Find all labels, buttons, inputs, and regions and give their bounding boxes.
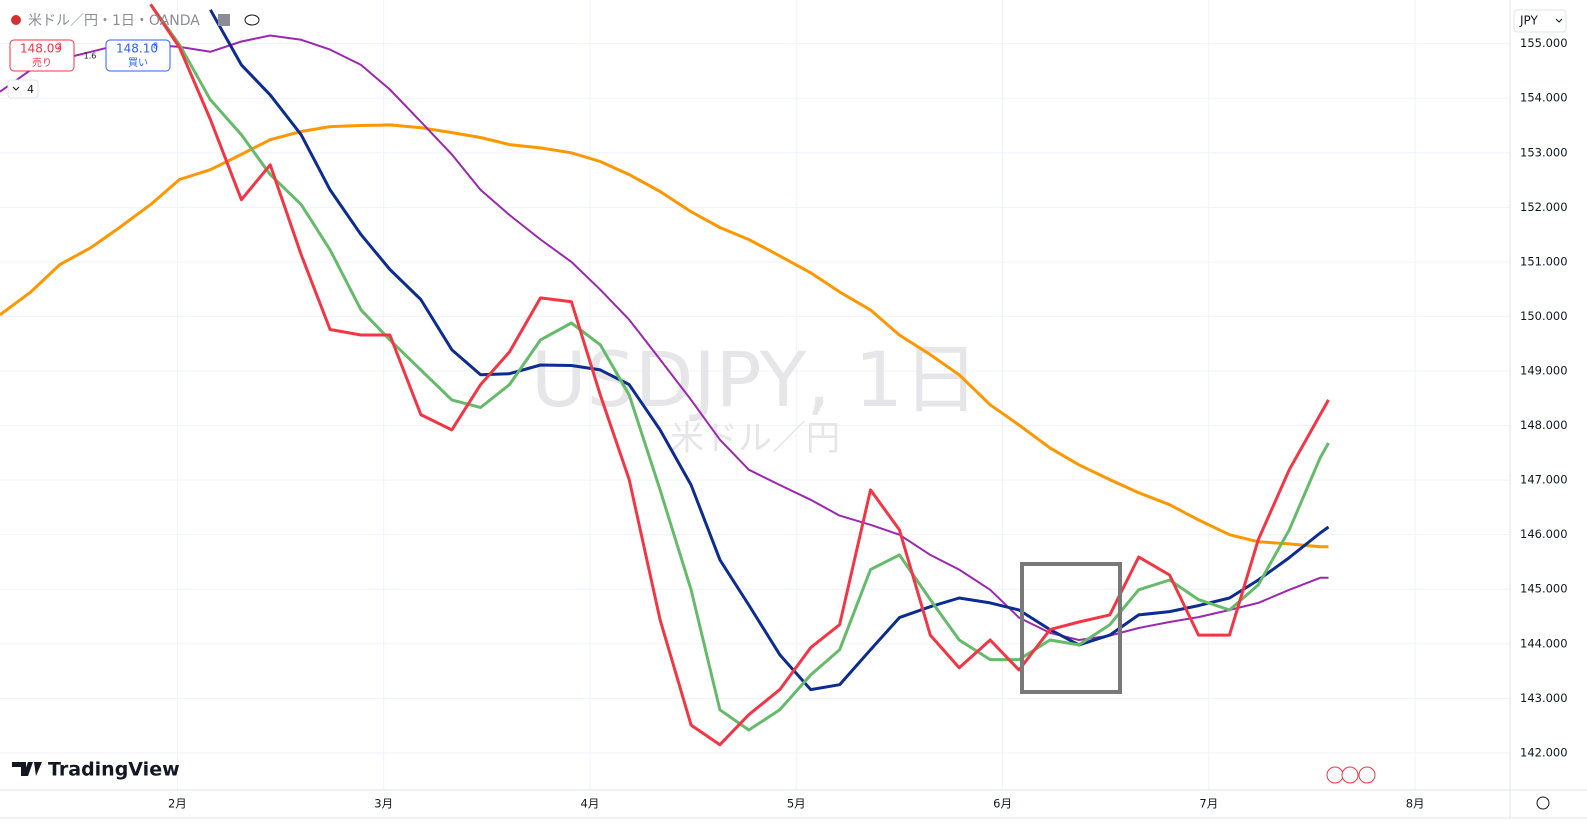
watermark-title: USDJPY, 1日 bbox=[531, 335, 979, 424]
series-line bbox=[0, 34, 1329, 641]
x-tick-label: 2月 bbox=[168, 797, 187, 811]
y-tick-label: 155.000 bbox=[1520, 36, 1568, 50]
watermark-subtitle: 米ドル／円 bbox=[670, 419, 840, 459]
sell-price: 148.09 bbox=[20, 42, 62, 56]
buy-price: 148.10 bbox=[116, 42, 158, 56]
y-tick-label: 150.000 bbox=[1520, 309, 1568, 323]
rectangle-drawing[interactable] bbox=[1020, 562, 1122, 694]
series-line bbox=[209, 9, 1330, 692]
y-tick-label: 154.000 bbox=[1520, 91, 1568, 105]
sell-label: 売り bbox=[32, 56, 52, 69]
sell-button[interactable]: 148.09 2 売り bbox=[9, 39, 75, 72]
visibility-icon[interactable] bbox=[244, 14, 260, 26]
y-tick-label: 149.000 bbox=[1520, 363, 1568, 377]
x-tick-label: 7月 bbox=[1199, 797, 1218, 811]
grid bbox=[0, 0, 1510, 790]
brand: TradingView bbox=[48, 759, 180, 781]
y-tick-label: 153.000 bbox=[1520, 145, 1568, 159]
x-tick-label: 8月 bbox=[1406, 797, 1425, 811]
buy-pip: 8 bbox=[153, 42, 158, 51]
series-line bbox=[149, 3, 1330, 732]
axes: 142.000 143.000 144.000 145.000 146.000 147.0… bbox=[168, 36, 1568, 810]
flag-icon bbox=[218, 14, 230, 26]
event-flags[interactable] bbox=[1326, 766, 1376, 784]
y-tick-label: 145.000 bbox=[1520, 582, 1568, 596]
y-tick-label: 144.000 bbox=[1520, 636, 1568, 650]
y-tick-label: 147.000 bbox=[1520, 473, 1568, 487]
y-tick-label: 152.000 bbox=[1520, 200, 1568, 214]
x-tick-label: 5月 bbox=[787, 797, 806, 811]
settings-icon[interactable] bbox=[1536, 796, 1550, 810]
brand-logo bbox=[12, 762, 42, 776]
x-tick-label: 4月 bbox=[581, 797, 600, 811]
y-tick-label: 143.000 bbox=[1520, 691, 1568, 705]
sell-pip: 2 bbox=[57, 42, 62, 51]
series-lines bbox=[0, 3, 1330, 747]
x-tick-label: 3月 bbox=[374, 797, 393, 811]
symbol-flag bbox=[11, 15, 21, 25]
x-tick-label: 6月 bbox=[993, 797, 1012, 811]
y-tick-label: 148.000 bbox=[1520, 418, 1568, 432]
currency-caret bbox=[1555, 18, 1563, 23]
y-tick-label: 151.000 bbox=[1520, 254, 1568, 268]
buy-button[interactable]: 148.10 8 買い bbox=[105, 39, 171, 72]
buy-label: 買い bbox=[128, 57, 148, 69]
series-line bbox=[149, 3, 1330, 747]
indicator-count: 4 bbox=[27, 83, 34, 96]
currency-button[interactable] bbox=[1513, 9, 1567, 33]
currency-label: JPY bbox=[1519, 14, 1539, 28]
indicator-toggle[interactable]: 4 bbox=[7, 79, 39, 99]
y-tick-label: 142.000 bbox=[1520, 745, 1568, 759]
symbol-line: 米ドル／円・1日・OANDA bbox=[28, 13, 200, 29]
y-tick-label: 146.000 bbox=[1520, 527, 1568, 541]
spread: 1.6 bbox=[84, 52, 97, 61]
